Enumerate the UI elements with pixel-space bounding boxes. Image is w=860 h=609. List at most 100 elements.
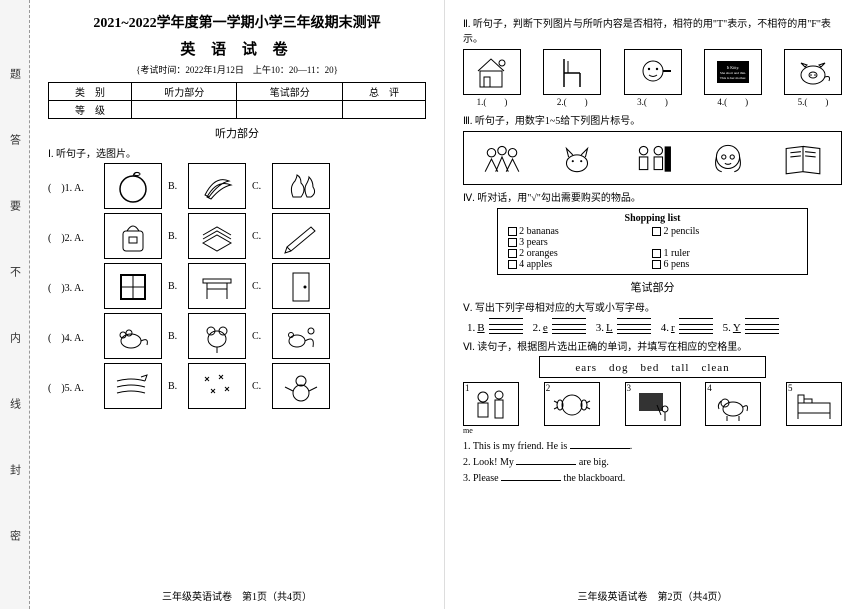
checkbox-icon [508, 227, 517, 236]
q6-row: 1me2345 [463, 382, 842, 435]
q6-item: 5 [786, 382, 842, 435]
bind-char: 封 [7, 464, 23, 475]
shop-item: 6 pens [652, 259, 796, 270]
pic-books [188, 213, 246, 259]
letters-row: 1.B2.e3.L4.r5.Y [467, 318, 838, 334]
shopping-title: Shopping list [508, 213, 797, 224]
q1-label: ( )4. A. [48, 329, 98, 344]
opt-label: B. [168, 381, 182, 392]
pic-bananas [188, 163, 246, 209]
q1-row: ( )1. A.B.C. [48, 163, 426, 209]
pic-cat [548, 136, 606, 180]
letter-item: 5.Y [723, 318, 779, 334]
q1-label: ( )1. A. [48, 179, 98, 194]
q6-item: 2 [544, 382, 600, 435]
bind-char: 不 [7, 266, 23, 277]
opt-label: B. [168, 281, 182, 292]
q6-num: 2 [546, 383, 551, 393]
pic-snowman [272, 363, 330, 409]
score-cell [343, 101, 426, 119]
q3-instr: Ⅲ. 听句子，用数字1~5给下列图片标号。 [463, 112, 842, 127]
q6-num: 5 [788, 383, 793, 393]
pic-pig [784, 49, 842, 95]
q4-instr: Ⅳ. 听对话，用"√"勾出需要购买的物品。 [463, 189, 842, 204]
pic-door [272, 263, 330, 309]
q2-item: 5.( ) [784, 49, 842, 108]
opt-label: C. [252, 281, 266, 292]
q2-item: 3.( ) [624, 49, 682, 108]
sent-text: 2. Look! My are big. [463, 457, 609, 468]
q2-item: 1.( ) [463, 49, 521, 108]
letter-item: 2.e [533, 318, 586, 334]
letter-item: 4.r [661, 318, 713, 334]
checkbox-icon [652, 260, 661, 269]
q2-label: 4.( ) [704, 95, 762, 108]
pic-desk [188, 263, 246, 309]
shop-item [652, 237, 796, 248]
pages: 2021~2022学年度第一学期小学三年级期末测评 英 语 试 卷 {考试时间：… [30, 0, 860, 609]
pic-face [624, 49, 682, 95]
pic-clean [625, 382, 681, 426]
score-cell [131, 101, 237, 119]
pic-blackboard [704, 49, 762, 95]
bind-char: 内 [7, 332, 23, 343]
pic-bed [786, 382, 842, 426]
opt-label: C. [252, 231, 266, 242]
pic-chair [543, 49, 601, 95]
score-cell: 总 评 [343, 83, 426, 101]
q2-label: 3.( ) [624, 95, 682, 108]
q2-label: 2.( ) [543, 95, 601, 108]
q6-instr: Ⅵ. 读句子，根据图片选出正确的单词，并填写在相应的空格里。 [463, 338, 842, 353]
checkbox-icon [652, 227, 661, 236]
q1-rows: ( )1. A.B.C.( )2. A.B.C.( )3. A.B.C.( )4… [48, 163, 426, 409]
pic-book [774, 136, 832, 180]
score-cell: 类 别 [49, 83, 132, 101]
shopping-list: Shopping list 2 bananas3 pears2 oranges4… [497, 208, 808, 275]
pic-mouse1 [104, 313, 162, 359]
pic-kids [623, 136, 681, 180]
sentences: 1. This is my friend. He is . 2. Look! M… [463, 439, 842, 484]
score-cell [237, 101, 343, 119]
fill-blank [570, 439, 630, 449]
bind-char: 答 [7, 134, 23, 145]
sentence: 3. Please the blackboard. [463, 471, 842, 484]
score-cell: 笔试部分 [237, 83, 343, 101]
exam-title: 2021~2022学年度第一学期小学三年级期末测评 [48, 12, 426, 32]
page1-footer: 三年级英语试卷 第1页（共4页） [30, 588, 444, 603]
shop-item: 1 ruler [652, 248, 796, 259]
opt-label: B. [168, 331, 182, 342]
q2-item: 4.( ) [704, 49, 762, 108]
four-line-grid [617, 318, 651, 334]
letter-char: e [543, 322, 548, 334]
shop-item: 4 apples [508, 259, 652, 270]
q2-instr: Ⅱ. 听句子，判断下列图片与所听内容是否相符，相符的用"T"表示，不相符的用"F… [463, 15, 842, 45]
letter-item: 3.L [596, 318, 651, 334]
checkbox-icon [508, 249, 517, 258]
bind-char: 线 [7, 398, 23, 409]
q1-label: ( )3. A. [48, 279, 98, 294]
pic-ears [544, 382, 600, 426]
q2-label: 5.( ) [784, 95, 842, 108]
q2-item: 2.( ) [543, 49, 601, 108]
opt-label: C. [252, 331, 266, 342]
shop-item: 2 oranges [508, 248, 652, 259]
shop-right: 2 pencils 1 ruler6 pens [652, 226, 796, 270]
q1-label: ( )2. A. [48, 229, 98, 244]
four-line-grid [552, 318, 586, 334]
me-label: me [463, 426, 519, 435]
pic-girl [699, 136, 757, 180]
letter-char: r [671, 322, 675, 334]
checkbox-icon [652, 249, 661, 258]
page-1: 2021~2022学年度第一学期小学三年级期末测评 英 语 试 卷 {考试时间：… [30, 0, 445, 609]
fill-blank [501, 471, 561, 481]
pic-pears [272, 163, 330, 209]
q1-label: ( )5. A. [48, 379, 98, 394]
q1-row: ( )2. A.B.C. [48, 213, 426, 259]
four-line-grid [745, 318, 779, 334]
opt-label: C. [252, 181, 266, 192]
pic-pen [272, 213, 330, 259]
score-cell: 等 级 [49, 101, 132, 119]
shop-item: 3 pears [508, 237, 652, 248]
pic-orange [104, 163, 162, 209]
pic-window [104, 263, 162, 309]
